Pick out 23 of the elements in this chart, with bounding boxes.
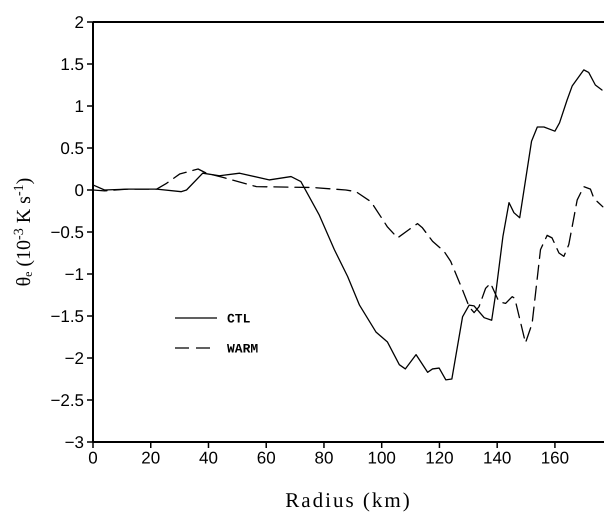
legend-label: CTL	[227, 312, 251, 327]
y-tick-label: 0	[74, 180, 84, 200]
y-tick-label: −1	[64, 264, 84, 284]
x-tick-label: 120	[425, 448, 454, 468]
x-tick-label: 0	[88, 448, 98, 468]
y-tick-label: −2	[64, 348, 84, 368]
x-tick-label: 60	[256, 448, 276, 468]
y-tick-label: −0.5	[50, 222, 84, 242]
y-tick-label: 1.5	[60, 54, 84, 74]
x-tick-label: 100	[368, 448, 396, 468]
y-tick-label: −1.5	[50, 306, 84, 326]
x-tick-label: 140	[482, 448, 512, 468]
y-tick-label: 2	[74, 12, 84, 32]
y-tick-label: 1	[74, 96, 84, 116]
x-tick-label: 20	[141, 448, 160, 468]
legend-label: WARM	[227, 342, 258, 357]
x-tick-label: 80	[314, 448, 334, 468]
y-tick-label: 0.5	[60, 138, 84, 158]
y-tick-label: −2.5	[50, 390, 84, 410]
x-tick-label: 160	[540, 448, 570, 468]
y-tick-label: −3	[64, 432, 84, 452]
x-axis-title: Radius (km)	[285, 488, 412, 512]
x-tick-label: 40	[199, 448, 218, 468]
